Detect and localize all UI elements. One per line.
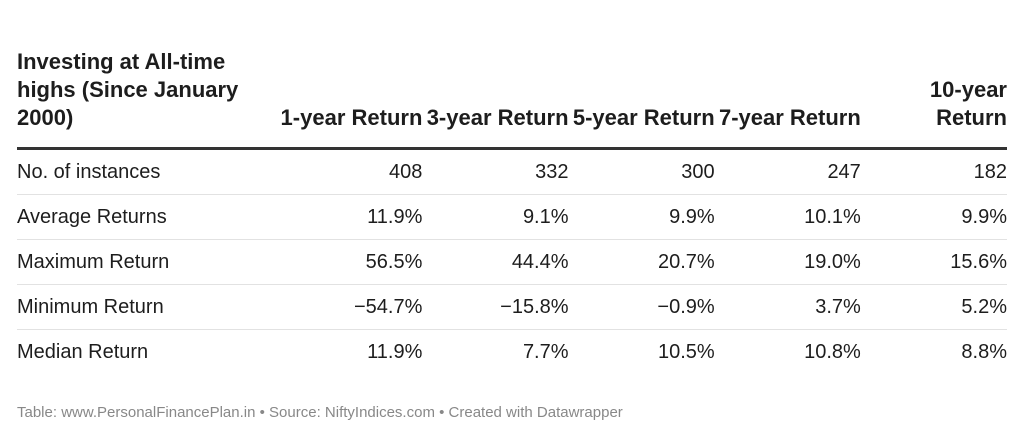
table-cell: 8.8%	[961, 340, 1007, 363]
table-cell: 9.1%	[422, 194, 569, 240]
table-cell: 10.8%	[804, 340, 861, 363]
table-cell: 20.7%	[568, 239, 715, 285]
header-cell-1-year: 1-year Return	[276, 48, 423, 150]
table-cell: −0.9%	[568, 284, 715, 330]
header-cell-3-year: 3-year Return	[422, 48, 569, 150]
table-cell: 182	[860, 148, 1007, 195]
table-footer: Table: www.PersonalFinancePlan.in • Sour…	[17, 404, 623, 421]
table-cell: 10.1%	[714, 194, 861, 240]
table-row: Maximum Return 56.5% 44.4% 20.7% 19.0% 1…	[17, 239, 1007, 285]
row-label: Minimum Return	[17, 284, 277, 330]
table-cell: −15.8%	[422, 284, 569, 330]
row-label: Average Returns	[17, 194, 277, 240]
row-label: Median Return	[17, 340, 149, 363]
table-row: No. of instances 408 332 300 247 182	[17, 148, 1007, 195]
table-cell: 408	[276, 148, 423, 195]
header-cell-label: Investing at All-time highs (Since Janua…	[17, 48, 277, 150]
table-row: Minimum Return −54.7% −15.8% −0.9% 3.7% …	[17, 284, 1007, 330]
table-cell: 44.4%	[422, 239, 569, 285]
table-cell: 15.6%	[860, 239, 1007, 285]
table-cell: 7.7%	[522, 340, 569, 363]
table-cell: 300	[568, 148, 715, 195]
table-cell: 247	[714, 148, 861, 195]
table-cell: 3.7%	[714, 284, 861, 330]
table-cell: 19.0%	[714, 239, 861, 285]
table-row: Median Return 11.9% 7.7% 10.5% 10.8% 8.8…	[17, 330, 1007, 375]
header-row: Investing at All-time highs (Since Janua…	[17, 48, 1007, 150]
returns-table: Investing at All-time highs (Since Janua…	[17, 48, 1007, 374]
table-cell: 332	[422, 148, 569, 195]
header-cell-7-year: 7-year Return	[714, 48, 861, 150]
table-row: Average Returns 11.9% 9.1% 9.9% 10.1% 9.…	[17, 194, 1007, 240]
table-cell: 56.5%	[276, 239, 423, 285]
table-cell: 10.5%	[657, 340, 715, 363]
header-cell-5-year: 5-year Return	[568, 48, 715, 150]
table-cell: 5.2%	[860, 284, 1007, 330]
row-label: No. of instances	[17, 148, 277, 195]
table-cell: 11.9%	[367, 340, 423, 363]
table-cell: 9.9%	[860, 194, 1007, 240]
table-cell: 11.9%	[276, 194, 423, 240]
table-cell: −54.7%	[276, 284, 423, 330]
row-label: Maximum Return	[17, 239, 277, 285]
header-cell-10-year: 10-year Return	[860, 48, 1007, 150]
table-cell: 9.9%	[568, 194, 715, 240]
